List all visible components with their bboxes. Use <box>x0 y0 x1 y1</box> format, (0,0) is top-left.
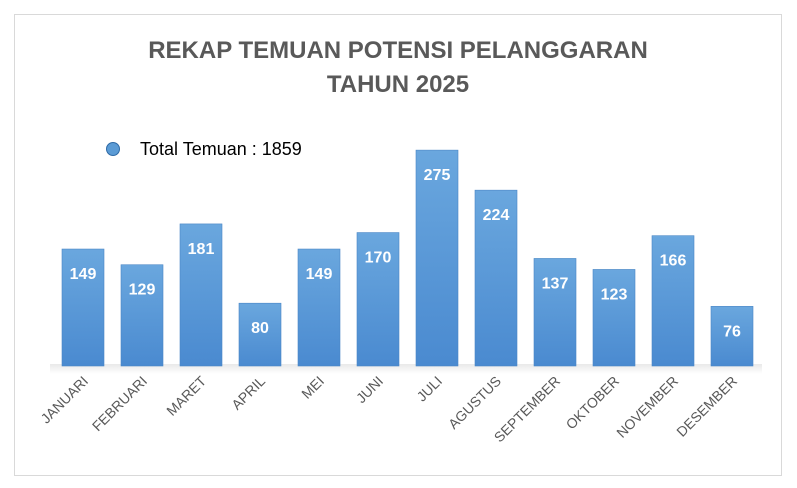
legend-marker-icon <box>106 142 120 156</box>
data-label-februari: 129 <box>129 282 156 299</box>
bar-september <box>533 258 577 367</box>
bar-januari <box>61 248 105 367</box>
bar-juni <box>356 232 400 367</box>
data-label-juli: 275 <box>424 167 451 184</box>
chart-floor <box>50 364 762 374</box>
data-label-desember: 76 <box>723 323 741 340</box>
data-label-maret: 181 <box>188 241 215 258</box>
chart-title: REKAP TEMUAN POTENSI PELANGGARAN TAHUN 2… <box>14 34 782 102</box>
bar-juli <box>415 149 459 367</box>
bar-november <box>651 235 695 367</box>
x-tick-mei: MEI <box>298 373 327 402</box>
data-label-januari: 149 <box>70 266 97 283</box>
data-label-april: 80 <box>251 320 269 337</box>
x-tick-juni: JUNI <box>353 373 386 406</box>
legend-label: Total Temuan : 1859 <box>140 138 302 159</box>
x-tick-april: APRIL <box>228 373 268 413</box>
chart-title-line-2: TAHUN 2025 <box>326 71 470 98</box>
x-tick-agustus: AGUSTUS <box>445 373 504 432</box>
x-tick-februari: FEBRUARI <box>89 373 150 434</box>
x-tick-november: NOVEMBER <box>613 373 681 441</box>
x-tick-oktober: OKTOBER <box>563 373 623 433</box>
bar-agustus <box>474 189 518 367</box>
bar-maret <box>179 223 223 367</box>
x-tick-juli: JULI <box>413 373 445 405</box>
data-label-agustus: 224 <box>483 207 510 224</box>
data-label-juni: 170 <box>365 250 392 267</box>
chart-legend: Total Temuan : 1859 <box>106 138 302 160</box>
bar-mei <box>297 248 341 367</box>
x-tick-desember: DESEMBER <box>673 373 740 440</box>
data-label-mei: 149 <box>306 266 333 283</box>
bar-oktober <box>592 269 636 367</box>
x-tick-maret: MARET <box>163 372 209 418</box>
chart-title-line-1: REKAP TEMUAN POTENSI PELANGGARAN <box>148 37 648 64</box>
bar-desember <box>710 306 754 367</box>
x-tick-januari: JANUARI <box>37 373 91 427</box>
data-label-september: 137 <box>542 275 569 292</box>
data-label-november: 166 <box>660 253 687 270</box>
bar-februari <box>120 264 164 367</box>
data-label-oktober: 123 <box>601 286 628 303</box>
bar-april <box>238 302 282 367</box>
